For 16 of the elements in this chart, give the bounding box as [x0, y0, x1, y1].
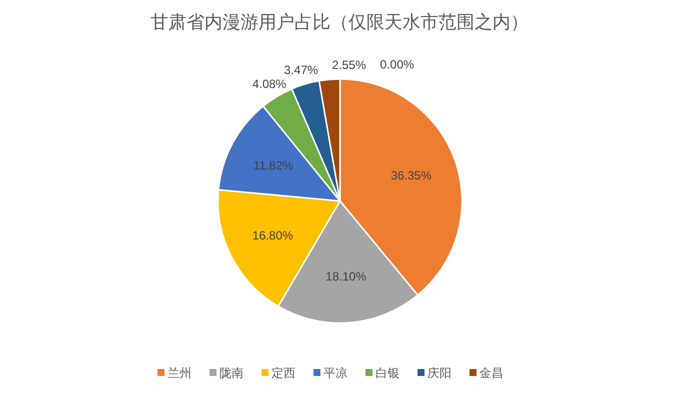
text: 0.00% — [380, 57, 414, 72]
data-label: 18.10% — [326, 269, 367, 284]
legend-label: 金昌 — [480, 366, 504, 380]
data-label: 4.08% — [252, 77, 287, 92]
legend-label: 平凉 — [324, 366, 348, 380]
data-label: 11.82% — [253, 158, 294, 172]
legend-label: 陇南 — [220, 366, 244, 380]
legend-label: 定西 — [272, 366, 296, 380]
data-label: 36.35% — [390, 168, 432, 182]
legend-label: 兰州 — [168, 366, 192, 380]
data-label: 3.47% — [284, 63, 318, 78]
chart-title: 甘肃省内漫游用户占比（仅限天水市范围之内） — [150, 12, 528, 32]
data-label: 16.80% — [252, 228, 294, 243]
legend-label: 白银 — [376, 366, 400, 380]
data-label: 2.55% — [332, 58, 366, 72]
legend-label: 庆阳 — [428, 366, 452, 380]
